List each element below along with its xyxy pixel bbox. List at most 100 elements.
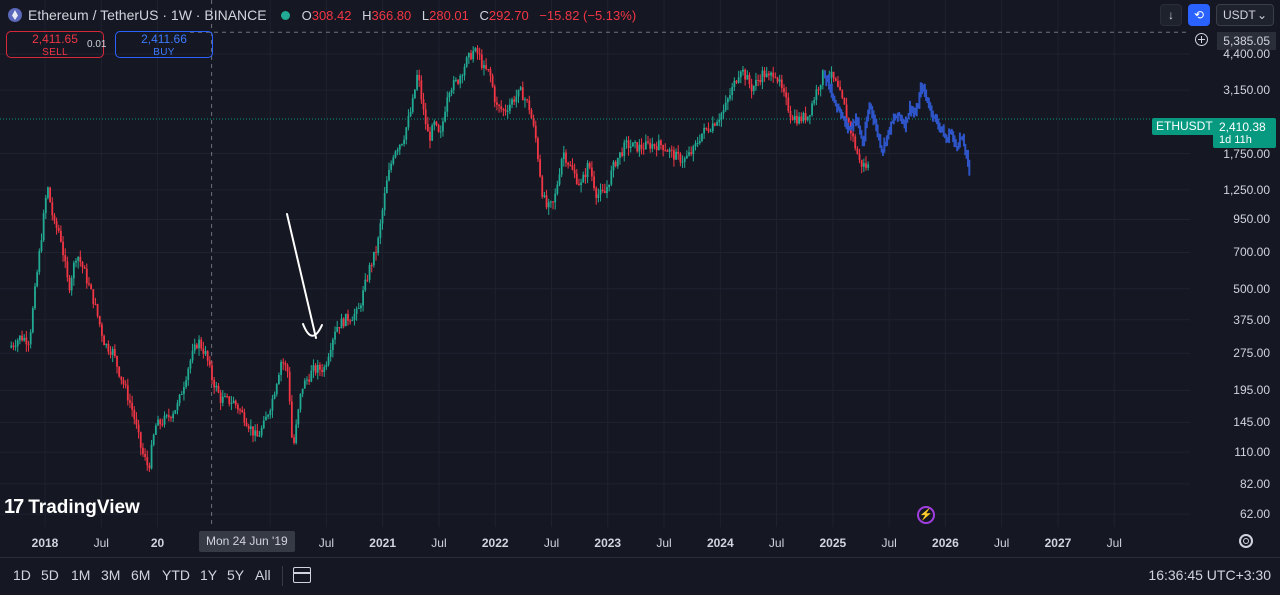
gear-icon[interactable]	[1239, 534, 1253, 548]
candle-body	[649, 142, 652, 149]
range-ytd[interactable]: YTD	[162, 567, 190, 583]
candle-body	[398, 144, 401, 150]
date-range-icon[interactable]	[293, 567, 311, 583]
candle-body	[239, 409, 241, 411]
candle-body	[539, 159, 541, 177]
candle-body	[528, 100, 531, 111]
arrow-annotation-head	[302, 323, 323, 337]
candle-body	[858, 154, 861, 160]
candle-body	[709, 131, 712, 133]
price-chart[interactable]	[0, 0, 1280, 557]
candle-body	[841, 90, 844, 98]
last-price-tag: 2,410.38 1d 11h	[1213, 118, 1276, 148]
candle-body	[599, 189, 602, 195]
candle-body	[310, 370, 313, 382]
range-1d[interactable]: 1D	[13, 567, 31, 583]
candle-body	[569, 164, 572, 166]
candle-body	[323, 367, 326, 373]
candle-body	[731, 87, 734, 96]
symbol-tag: ETHUSDT	[1152, 118, 1217, 135]
candle-body	[638, 144, 641, 152]
candle-body	[245, 422, 248, 427]
candle-body	[485, 65, 488, 70]
candle-body	[761, 70, 764, 83]
candle-body	[355, 308, 358, 314]
candle-body	[405, 127, 408, 140]
candle-body	[502, 109, 505, 111]
candle-body	[180, 393, 183, 395]
currency-select[interactable]: USDT ⌄	[1216, 4, 1274, 26]
candle-body	[306, 379, 308, 381]
candle-body	[243, 412, 246, 423]
range-all[interactable]: All	[255, 567, 271, 583]
candle-body	[711, 123, 714, 132]
candle-body	[51, 202, 54, 216]
candle-body	[698, 140, 701, 143]
candle-body	[647, 141, 649, 143]
tradingview-logo[interactable]: 17 TradingView	[4, 496, 140, 519]
range-1y[interactable]: 1Y	[200, 567, 218, 583]
candle-body	[200, 339, 203, 349]
time-axis-label: 2026	[932, 536, 959, 550]
range-1m[interactable]: 1M	[71, 567, 91, 583]
candle-body	[774, 77, 777, 79]
range-6m[interactable]: 6M	[131, 567, 151, 583]
candle-body	[606, 186, 608, 194]
candle-body	[113, 348, 116, 357]
price-axis-label: 195.00	[1233, 383, 1270, 398]
candle-body	[174, 410, 177, 414]
clock[interactable]: 16:36:45 UTC+3:30	[1148, 567, 1271, 583]
candle-body	[603, 191, 606, 194]
candle-body	[120, 376, 123, 380]
range-5d[interactable]: 5D	[41, 567, 59, 583]
candle-body	[817, 89, 820, 91]
candle-body	[265, 416, 267, 421]
time-axis-label: Jul	[994, 536, 1010, 550]
candle-body	[677, 151, 680, 154]
ohlc-values: O308.42 H366.80 L280.01 C292.70 −15.82 (…	[302, 8, 644, 23]
candle-body	[124, 384, 127, 386]
sell-button[interactable]: 2,411.65 SELL	[6, 31, 104, 58]
range-3m[interactable]: 3M	[101, 567, 121, 583]
time-axis-label: Jul	[431, 536, 447, 550]
candle-body	[88, 283, 90, 285]
candle-body	[616, 157, 619, 167]
candle-body	[228, 396, 231, 404]
price-axis-label: 700.00	[1233, 245, 1270, 260]
high-value: 366.80	[371, 7, 412, 23]
candle-body	[92, 289, 95, 305]
candle-body	[103, 335, 105, 346]
candle-body	[161, 424, 164, 426]
candle-body	[267, 414, 270, 417]
candle-body	[623, 142, 626, 156]
candle-body	[455, 79, 457, 81]
open-key: O	[301, 7, 312, 23]
range-5y[interactable]: 5Y	[227, 567, 245, 583]
candle-body	[845, 104, 848, 119]
candle-body	[325, 364, 328, 368]
candle-body	[619, 152, 621, 158]
candle-body	[461, 75, 464, 77]
candle-body	[368, 265, 371, 280]
sell-label: SELL	[42, 47, 68, 58]
candle-body	[370, 265, 373, 267]
candle-body	[746, 75, 749, 80]
low-value: 280.01	[429, 7, 469, 23]
symbol-title[interactable]: Ethereum / TetherUS · 1W · BINANCE	[28, 7, 267, 23]
sync-icon[interactable]: ⟲	[1188, 4, 1210, 26]
candle-body	[511, 99, 513, 105]
chart-area[interactable]	[0, 0, 1280, 557]
candle-body	[735, 80, 738, 83]
candle-body	[625, 140, 628, 143]
arrow-down-icon[interactable]: ↓	[1160, 4, 1182, 26]
candle-body	[701, 133, 703, 141]
add-plus-icon[interactable]	[1195, 33, 1208, 46]
candle-body	[834, 78, 837, 81]
candle-body	[683, 158, 686, 162]
candle-body	[338, 327, 341, 329]
candle-body	[547, 202, 550, 208]
candle-body	[275, 384, 278, 395]
buy-button[interactable]: 2,411.66 BUY	[115, 31, 213, 58]
price-axis-label: 62.00	[1239, 507, 1270, 522]
lightning-icon[interactable]: ⚡	[917, 506, 935, 524]
